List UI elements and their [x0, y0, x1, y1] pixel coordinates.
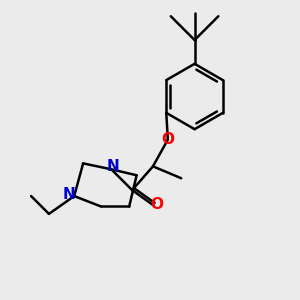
Text: N: N: [106, 159, 119, 174]
Text: N: N: [62, 187, 75, 202]
Text: O: O: [150, 197, 163, 212]
Text: O: O: [161, 132, 174, 147]
